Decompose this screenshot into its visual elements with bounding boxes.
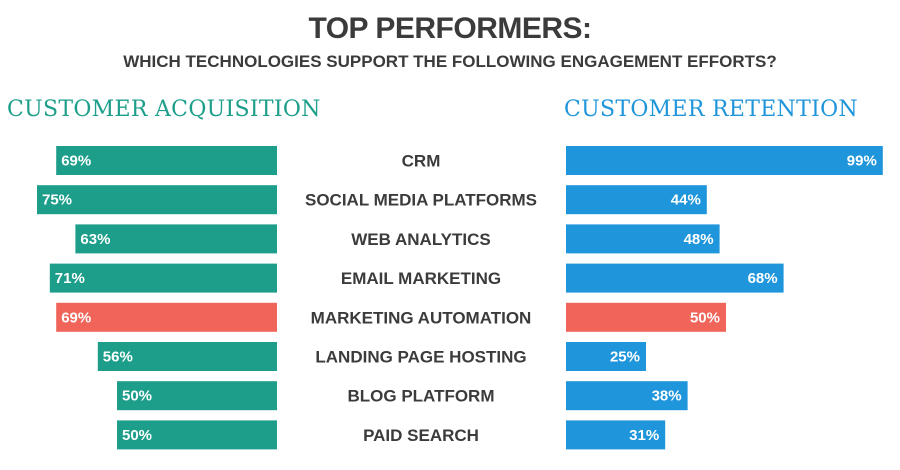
- category-label-3: EMAIL MARKETING: [341, 269, 501, 288]
- bar-retention-6: [566, 381, 688, 411]
- bar-retention-0: [566, 146, 883, 175]
- bar-retention-3: [566, 263, 784, 293]
- bar-label-retention-3: 68%: [748, 270, 778, 287]
- bar-label-retention-5: 25%: [610, 349, 640, 366]
- bar-acquisition-1: [37, 185, 277, 215]
- bar-label-acquisition-7: 50%: [122, 427, 152, 444]
- bar-acquisition-3: [49, 263, 277, 293]
- category-label-2: WEB ANALYTICS: [351, 230, 490, 249]
- bar-label-acquisition-1: 75%: [42, 192, 72, 209]
- bar-retention-4: [566, 302, 726, 332]
- bar-label-retention-2: 48%: [684, 231, 714, 248]
- bar-label-acquisition-2: 63%: [80, 231, 110, 248]
- series-label-retention: CUSTOMER RETENTION: [564, 97, 858, 122]
- bar-label-retention-7: 31%: [629, 427, 659, 444]
- bar-label-retention-1: 44%: [671, 192, 701, 209]
- bar-retention-1: [566, 185, 707, 215]
- bar-acquisition-2: [75, 224, 278, 254]
- category-label-6: BLOG PLATFORM: [348, 387, 495, 406]
- bar-retention-7: [566, 420, 666, 450]
- category-label-1: SOCIAL MEDIA PLATFORMS: [305, 191, 537, 210]
- bar-retention-2: [566, 224, 720, 254]
- bar-label-acquisition-6: 50%: [122, 388, 152, 405]
- bar-acquisition-0: [56, 146, 278, 175]
- bar-label-acquisition-3: 71%: [55, 270, 85, 287]
- bar-acquisition-6: [117, 381, 277, 411]
- chart-subtitle: WHICH TECHNOLOGIES SUPPORT THE FOLLOWING…: [123, 52, 777, 71]
- series-label-acquisition: CUSTOMER ACQUISITION: [7, 97, 321, 122]
- bar-retention-5: [566, 342, 646, 371]
- category-label-5: LANDING PAGE HOSTING: [315, 348, 526, 367]
- bar-label-retention-0: 99%: [847, 153, 877, 170]
- bar-label-acquisition-5: 56%: [103, 349, 133, 366]
- chart-title: TOP PERFORMERS:: [308, 12, 592, 45]
- bar-label-retention-6: 38%: [652, 388, 682, 405]
- bar-label-acquisition-4: 69%: [61, 309, 91, 326]
- category-label-7: PAID SEARCH: [363, 426, 479, 445]
- bar-acquisition-4: [56, 302, 278, 332]
- bar-label-acquisition-0: 69%: [61, 153, 91, 170]
- category-label-0: CRM: [402, 152, 441, 171]
- category-label-4: MARKETING AUTOMATION: [311, 308, 532, 327]
- bar-label-retention-4: 50%: [690, 309, 720, 326]
- bar-acquisition-7: [117, 420, 277, 450]
- bar-acquisition-5: [97, 342, 277, 371]
